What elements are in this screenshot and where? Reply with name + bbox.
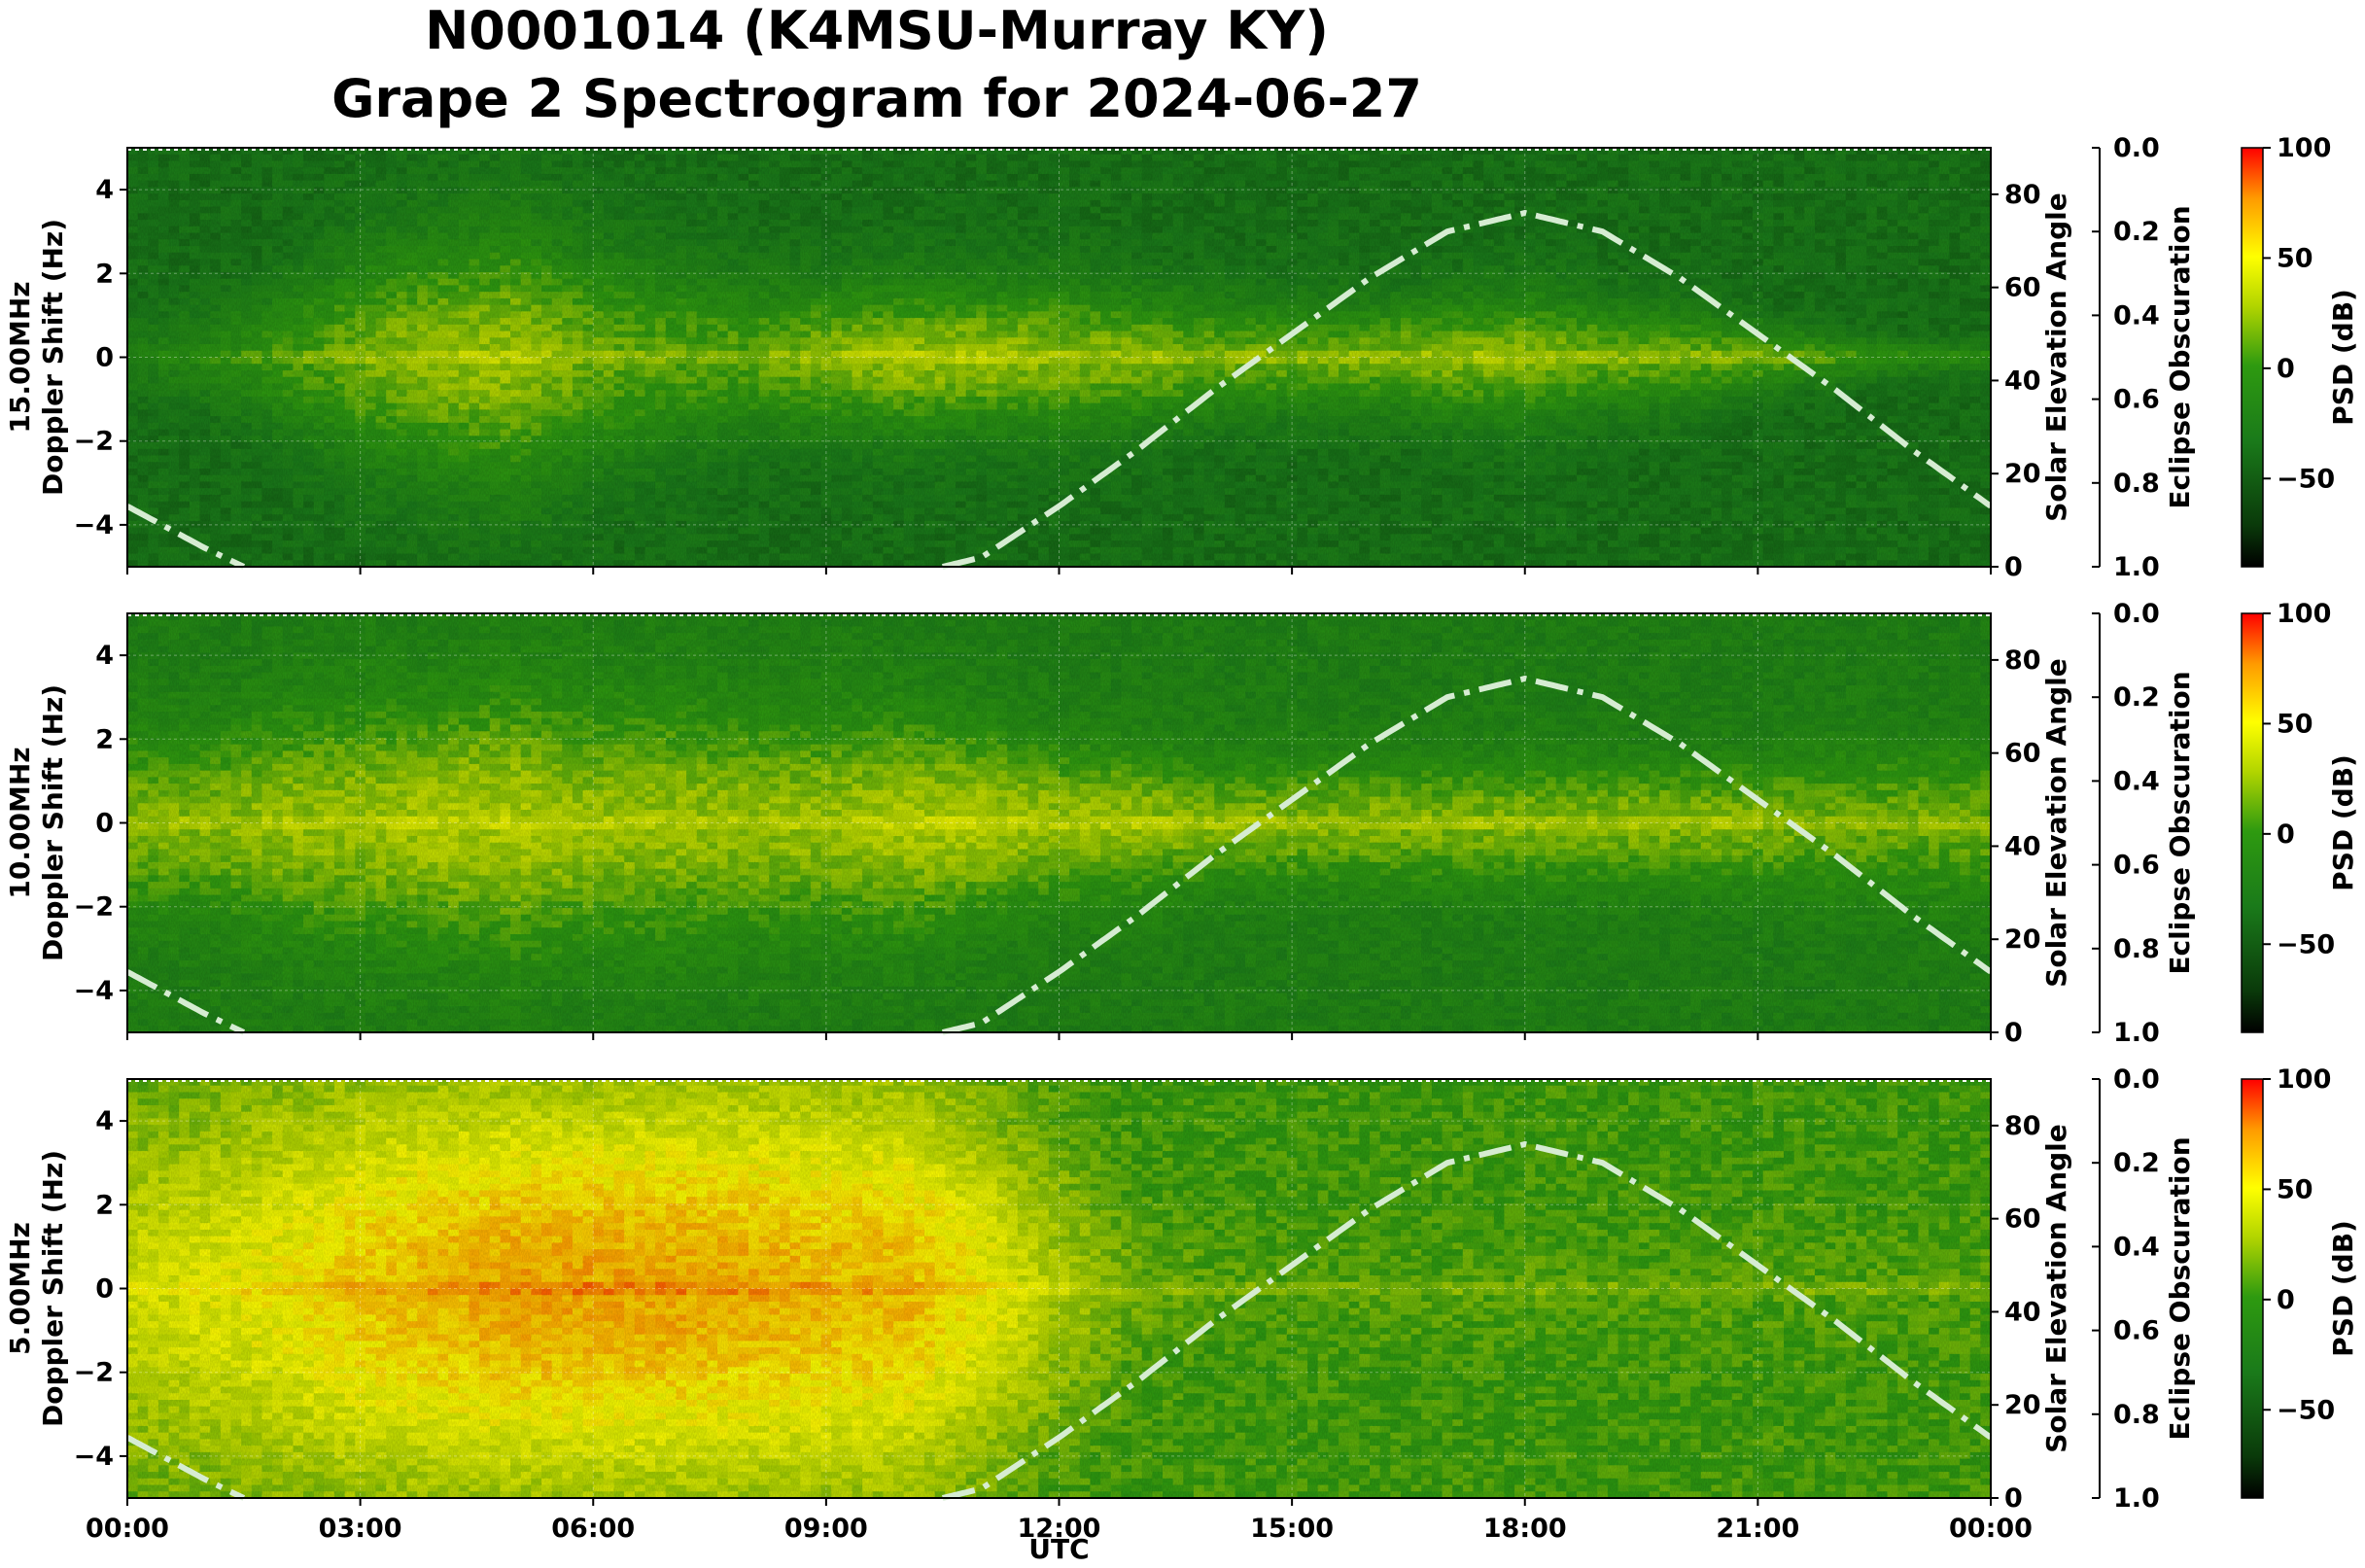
figure-title-line1: N0001014 (K4MSU-Murray KY) — [425, 0, 1329, 61]
figure-title-line2: Grape 2 Spectrogram for 2024-06-27 — [331, 68, 1422, 129]
